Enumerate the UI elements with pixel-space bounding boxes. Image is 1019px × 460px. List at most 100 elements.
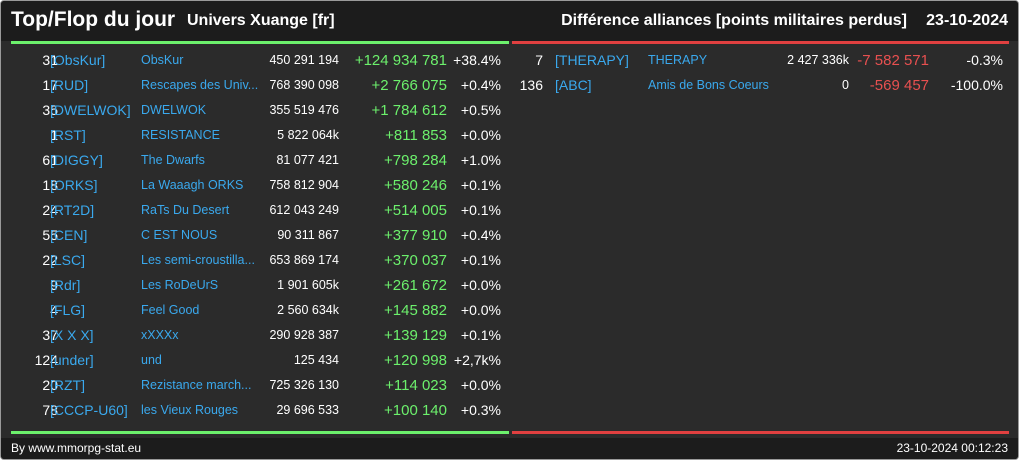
alliance-points: 125 434 xyxy=(293,353,339,367)
alliance-rank: 20 xyxy=(42,377,58,393)
flop-row: 136 [ABC] Amis de Bons Coeurs 0 -569 457 -100… xyxy=(512,73,1009,98)
alliance-tag-link[interactable]: [RST] xyxy=(50,127,86,143)
alliance-points: 29 696 533 xyxy=(276,403,339,417)
alliance-points: 758 812 904 xyxy=(269,178,339,192)
points-difference: +377 910 xyxy=(384,227,447,244)
alliance-name-link[interactable]: DWELWOK xyxy=(141,103,207,117)
alliance-points: 81 077 421 xyxy=(276,153,339,167)
percent-change: +0.0% xyxy=(460,127,501,143)
points-difference: -569 457 xyxy=(869,77,929,94)
top-accent-bar-bottom xyxy=(11,431,509,434)
alliance-tag-link[interactable]: [ORKS] xyxy=(50,177,98,193)
alliance-name-link[interactable]: Les RoDeUrS xyxy=(141,278,219,292)
alliance-name-link[interactable]: The Dwarfs xyxy=(141,153,205,167)
percent-change: +0.3% xyxy=(460,402,501,418)
top-row: 17 [RUD] Rescapes des Univ... 768 390 098 +2… xyxy=(11,73,509,98)
alliance-name-link[interactable]: les Vieux Rouges xyxy=(141,403,239,417)
alliance-points: 768 390 098 xyxy=(269,78,339,92)
page-title: Top/Flop du jour xyxy=(11,8,176,31)
alliance-name-link[interactable]: RESISTANCE xyxy=(141,128,220,142)
alliance-name-link[interactable]: RaTs Du Desert xyxy=(141,203,230,217)
alliance-name-link[interactable]: Rezistance march... xyxy=(141,378,252,392)
alliance-name-link[interactable]: xXXXx xyxy=(141,328,179,342)
alliance-tag-link[interactable]: [under] xyxy=(50,352,94,368)
percent-change: +0.1% xyxy=(460,327,501,343)
top-accent-bar xyxy=(11,41,509,44)
alliance-name-link[interactable]: ObsKur xyxy=(141,53,184,67)
points-difference: +120 998 xyxy=(384,352,447,369)
alliance-rank: 37 xyxy=(42,327,58,343)
points-difference: +114 023 xyxy=(385,377,447,394)
percent-change: +0.4% xyxy=(460,77,501,93)
alliance-rank: 78 xyxy=(42,402,58,418)
alliance-points: 0 xyxy=(842,78,849,92)
alliance-tag-link[interactable]: [DWELWOK] xyxy=(50,102,131,118)
points-difference: +139 129 xyxy=(384,327,447,344)
top-row: 18 [ORKS] La Waaagh ORKS 758 812 904 +580 24… xyxy=(11,173,509,198)
flop-panel: 7 [THERAPY] THERAPY 2 427 336k -7 582 571 -0.… xyxy=(512,41,1009,435)
alliance-tag-link[interactable]: [RT2D] xyxy=(50,202,95,218)
alliance-points: 2 427 336k xyxy=(787,53,849,67)
alliance-rank: 24 xyxy=(42,202,58,218)
alliance-tag-link[interactable]: [RZT] xyxy=(50,377,85,393)
alliance-tag-link[interactable]: [ObsKur] xyxy=(50,52,106,68)
alliance-tag-link[interactable]: [CCCP-U60] xyxy=(50,402,128,418)
alliance-tag-link[interactable]: [DIGGY] xyxy=(50,152,103,168)
alliance-points: 450 291 194 xyxy=(269,53,339,67)
alliance-points: 5 822 064k xyxy=(277,128,339,142)
alliance-rank: 55 xyxy=(42,227,58,243)
top-row: 4 [FLG] Feel Good 2 560 634k +145 882 +0.0% xyxy=(11,298,509,323)
alliance-name-link[interactable]: Feel Good xyxy=(141,303,200,317)
alliance-tag-link[interactable]: [FLG] xyxy=(50,302,86,318)
percent-change: +38.4% xyxy=(453,52,501,68)
percent-change: +2,7k% xyxy=(453,352,501,368)
percent-change: +0.0% xyxy=(460,377,501,393)
alliance-name-link[interactable]: C EST NOUS xyxy=(141,228,218,242)
top-row: 78 [CCCP-U60] les Vieux Rouges 29 696 533 +1… xyxy=(11,398,509,423)
points-difference: +145 882 xyxy=(384,302,447,319)
alliance-points: 1 901 605k xyxy=(277,278,339,292)
flop-row: 7 [THERAPY] THERAPY 2 427 336k -7 582 571 -0.… xyxy=(512,48,1009,73)
points-difference: +370 037 xyxy=(384,252,447,269)
alliance-points: 725 326 130 xyxy=(269,378,339,392)
source-credit: By www.mmorpg-stat.eu xyxy=(11,441,142,455)
universe-label: Univers Xuange [fr] xyxy=(187,12,335,29)
metric-label: Différence alliances [points militaires … xyxy=(561,12,907,29)
alliance-points: 653 869 174 xyxy=(269,253,339,267)
alliance-name-link[interactable]: Les semi-croustilla... xyxy=(141,253,255,267)
alliance-tag-link[interactable]: [CEN] xyxy=(50,227,88,243)
percent-change: +0.5% xyxy=(460,102,501,118)
top-row: 31 [ObsKur] ObsKur 450 291 194 +124 934 781 +… xyxy=(11,48,509,73)
percent-change: +1.0% xyxy=(460,152,501,168)
alliance-tag-link[interactable]: [Rdr] xyxy=(50,277,81,293)
alliance-tag-link[interactable]: [RUD] xyxy=(50,77,89,93)
top-panel: 31 [ObsKur] ObsKur 450 291 194 +124 934 781 +… xyxy=(11,41,509,435)
alliance-name-link[interactable]: THERAPY xyxy=(648,53,708,67)
alliance-name-link[interactable]: und xyxy=(141,353,162,367)
points-difference: +2 766 075 xyxy=(371,77,448,94)
alliance-tag-link[interactable]: [LSC] xyxy=(50,252,86,268)
alliance-tag-link[interactable]: [ABC] xyxy=(555,77,592,93)
alliance-tag-link[interactable]: [X X X] xyxy=(50,327,94,343)
footer-timestamp: 23-10-2024 00:12:23 xyxy=(896,441,1008,455)
alliance-points: 290 928 387 xyxy=(269,328,339,342)
alliance-tag-link[interactable]: [THERAPY] xyxy=(555,52,629,68)
flop-accent-bar-bottom xyxy=(512,431,1009,434)
alliance-rank: 31 xyxy=(42,52,58,68)
alliance-points: 355 519 476 xyxy=(269,103,339,117)
alliance-name-link[interactable]: Rescapes des Univ... xyxy=(141,78,259,92)
top-row: 24 [RT2D] RaTs Du Desert 612 043 249 +514 00… xyxy=(11,198,509,223)
alliance-rank: 9 xyxy=(50,277,58,293)
points-difference: +798 284 xyxy=(384,152,447,169)
alliance-rank: 35 xyxy=(42,102,58,118)
alliance-points: 90 311 867 xyxy=(277,228,339,242)
alliance-name-link[interactable]: La Waaagh ORKS xyxy=(141,178,244,192)
alliance-name-link[interactable]: Amis de Bons Coeurs xyxy=(648,78,769,92)
header-bar: Top/Flop du jour Univers Xuange [fr] Dif… xyxy=(1,1,1018,41)
alliance-rank: 61 xyxy=(42,152,58,168)
top-row: 37 [X X X] xXXXx 290 928 387 +139 129 +0.1% xyxy=(11,323,509,348)
percent-change: +0.4% xyxy=(460,227,501,243)
percent-change: +0.0% xyxy=(460,277,501,293)
points-difference: +580 246 xyxy=(384,177,447,194)
alliance-rank: 1 xyxy=(50,127,58,143)
